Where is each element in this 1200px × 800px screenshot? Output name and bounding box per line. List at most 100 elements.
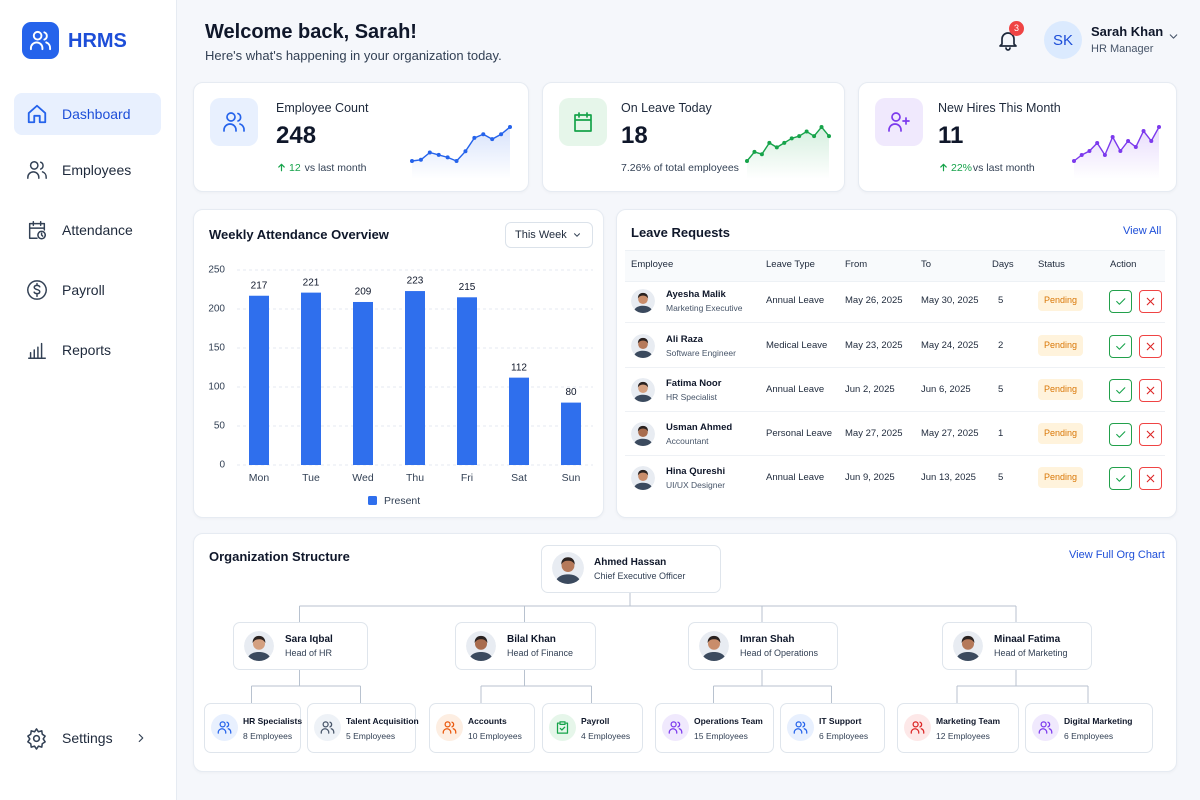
head-node: Sara Iqbal Head of HR <box>233 622 368 670</box>
team-node: Operations Team 15 Employees <box>655 703 774 753</box>
sidebar: HRMS Dashboard Employees Attendance Payroll R… <box>0 0 177 800</box>
stat-card: On Leave Today 18 7.26% of total employees <box>542 82 845 192</box>
avatar-hair <box>637 425 649 432</box>
avatar <box>466 631 496 661</box>
approve-button[interactable] <box>1109 290 1132 313</box>
reject-button[interactable] <box>1139 467 1162 490</box>
bar <box>509 377 529 465</box>
icon-path <box>1169 34 1178 39</box>
sparkline-point <box>490 137 495 142</box>
approve-button[interactable] <box>1109 467 1132 490</box>
avatar <box>552 552 584 584</box>
employee-role: UI/UX Designer <box>666 480 726 490</box>
icon <box>1146 386 1155 395</box>
org-title: Organization Structure <box>209 549 350 564</box>
nav-label: Attendance <box>62 222 133 238</box>
icon <box>217 721 232 734</box>
icon-path <box>217 721 232 734</box>
nav-item[interactable]: Employees <box>14 149 161 191</box>
team-size: 12 Employees <box>936 731 990 741</box>
page-subtitle: Here's what's happening in your organiza… <box>205 48 502 63</box>
leave-to: May 24, 2025 <box>921 340 979 351</box>
approve-button[interactable] <box>1109 423 1132 446</box>
attendance-card: Weekly Attendance Overview This Week 0 50 10… <box>193 209 604 518</box>
reject-button[interactable] <box>1139 423 1162 446</box>
reject-button[interactable] <box>1139 379 1162 402</box>
employee-role: Marketing Executive <box>666 303 743 313</box>
row-divider <box>625 322 1165 323</box>
avatar-hair <box>961 635 975 643</box>
leave-from: Jun 2, 2025 <box>845 384 895 395</box>
org-connectors <box>251 591 1089 703</box>
stat-icon <box>875 98 923 146</box>
icon <box>574 233 580 237</box>
approve-button[interactable] <box>1109 335 1132 358</box>
nav-item[interactable]: Dashboard <box>14 93 161 135</box>
x-tick-label: Wed <box>352 472 374 484</box>
nav-item[interactable]: Attendance <box>14 209 161 251</box>
icon <box>1116 343 1126 350</box>
sparkline-point <box>812 134 817 139</box>
reject-button[interactable] <box>1139 290 1162 313</box>
icon <box>138 733 144 743</box>
head-role: Head of Finance <box>507 648 574 658</box>
icon-path <box>1038 721 1053 734</box>
leave-from: May 23, 2025 <box>845 340 903 351</box>
icon <box>940 163 947 172</box>
icon <box>223 112 245 132</box>
sparkline-point <box>410 159 414 163</box>
leave-days: 5 <box>998 384 1004 395</box>
sparkline-area <box>747 127 829 179</box>
employee-role: Accountant <box>666 436 709 446</box>
sparkline-point <box>1126 139 1131 143</box>
sparkline-point <box>463 149 468 154</box>
view-all-link[interactable]: View All <box>1123 225 1162 237</box>
sparkline <box>745 125 831 179</box>
y-tick-label: 100 <box>208 382 225 393</box>
bar-value-label: 215 <box>459 282 476 293</box>
bar-value-label: 112 <box>511 362 527 373</box>
avatar-body <box>633 438 653 446</box>
team-icon <box>436 714 463 741</box>
nav-item[interactable]: Payroll <box>14 269 161 311</box>
bar-value-label: 221 <box>303 277 320 288</box>
page-title: Welcome back, Sarah! <box>205 21 417 43</box>
nav-item[interactable]: Reports <box>14 329 161 371</box>
icon <box>27 161 47 179</box>
avatar-head <box>638 339 648 349</box>
bar <box>405 291 425 465</box>
icon-path <box>27 161 47 179</box>
icon-path <box>793 721 808 734</box>
icon-path <box>1116 343 1126 350</box>
avatar-hair <box>252 635 266 643</box>
icon-path <box>556 721 569 734</box>
icon <box>28 342 46 359</box>
status-badge: Pending <box>1038 290 1083 311</box>
user-initials: SK <box>1052 32 1073 49</box>
team-node: Digital Marketing 6 Employees <box>1025 703 1153 753</box>
team-size: 15 Employees <box>694 731 748 741</box>
x-tick-label: Sun <box>562 472 581 484</box>
approve-button[interactable] <box>1109 379 1132 402</box>
leave-days: 5 <box>998 295 1004 306</box>
settings-item[interactable]: Settings <box>14 717 161 759</box>
org-link[interactable]: View Full Org Chart <box>1069 549 1165 561</box>
week-filter[interactable]: This Week <box>505 222 593 248</box>
leave-from: May 27, 2025 <box>845 428 903 439</box>
sparkline-point <box>445 155 450 160</box>
icon-path <box>29 30 52 51</box>
legend-swatch <box>368 496 377 505</box>
stat-value: 248 <box>276 122 317 149</box>
team-name: Operations Team <box>694 716 763 726</box>
user-role: HR Manager <box>1091 43 1154 55</box>
icon <box>1116 387 1126 394</box>
reject-button[interactable] <box>1139 335 1162 358</box>
icon-path <box>1116 431 1126 438</box>
leave-type: Personal Leave <box>766 428 833 439</box>
avatar <box>631 466 655 490</box>
sparkline-point <box>1102 153 1107 157</box>
avatar <box>699 631 729 661</box>
icon <box>27 104 47 124</box>
sparkline-point <box>752 149 757 154</box>
